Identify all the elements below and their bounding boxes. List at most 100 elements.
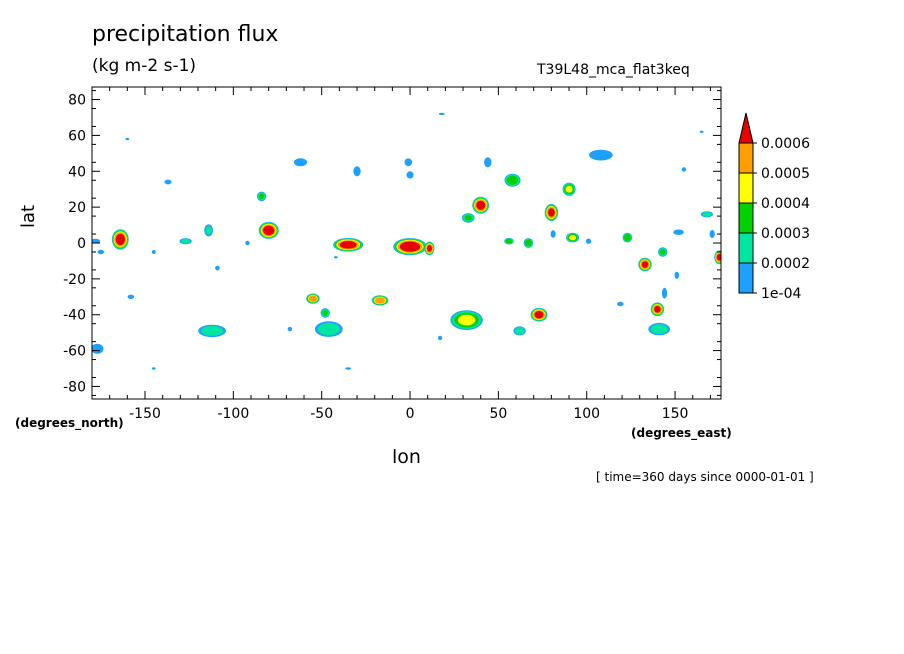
precip-cell-50: [287, 326, 293, 332]
colorbar-swatch-4: [738, 142, 754, 174]
x-tick-label: 100: [573, 406, 600, 422]
precip-cell-17: [353, 166, 361, 177]
x-tick-label: 50: [489, 406, 507, 422]
precip-cell-15: [314, 321, 343, 337]
contour-level-5: [339, 241, 357, 249]
precip-cell-51: [437, 335, 443, 341]
precip-cell-22: [406, 171, 414, 179]
contour-level-0: [437, 335, 443, 341]
precip-cell-46: [681, 167, 687, 172]
contour-level-3: [565, 185, 573, 193]
colorbar-label: 0.0002: [761, 256, 810, 272]
contour-level-2: [525, 239, 532, 247]
y-axis-label: lat: [18, 204, 39, 228]
contour-level-0: [661, 287, 668, 299]
precip-cell-35: [589, 149, 613, 161]
time-note: [ time=360 days since 0000-01-01 ]: [596, 470, 814, 484]
precip-cell-7: [179, 238, 192, 245]
x-tick-label: 150: [662, 406, 689, 422]
precip-cell-30: [530, 307, 548, 322]
colorbar-label: 0.0006: [761, 136, 810, 152]
contour-level-0: [550, 230, 556, 238]
contour-level-0: [438, 112, 445, 116]
precip-cell-8: [204, 224, 214, 237]
precip-cell-45: [674, 271, 680, 279]
colorbar-label: 0.0004: [761, 196, 810, 212]
precip-cell-32: [544, 204, 559, 221]
y-tick-label: 40: [68, 164, 86, 180]
precip-cell-41: [673, 229, 684, 235]
contour-level-0: [674, 271, 680, 279]
precip-cell-14: [320, 308, 330, 318]
precip-cell-47: [585, 238, 592, 244]
precip-cell-3: [97, 249, 105, 255]
precip-cell-2: [92, 343, 104, 354]
contour-level-0: [293, 158, 308, 167]
precip-cell-57: [699, 130, 704, 133]
contour-level-1: [201, 325, 224, 336]
contour-level-4: [374, 297, 386, 304]
contour-level-0: [406, 171, 414, 179]
y-tick-label: -20: [63, 272, 86, 288]
contour-level-2: [660, 249, 666, 255]
contour-level-0: [151, 367, 156, 370]
precip-cell-4: [127, 294, 135, 299]
contour-level-5: [115, 233, 126, 246]
contour-level-1: [702, 211, 712, 217]
precip-cell-28: [504, 237, 514, 245]
y-tick-label: -80: [63, 379, 86, 395]
contour-level-0: [404, 158, 413, 167]
precip-cell-48: [245, 240, 250, 246]
precip-cell-12: [293, 158, 308, 167]
contour-level-0: [97, 249, 105, 255]
contour-level-0: [345, 367, 352, 370]
colorbar-extend-arrow: [738, 112, 754, 144]
contour-level-0: [681, 167, 687, 172]
precip-cell-42: [700, 211, 714, 218]
colorbar-swatch-0: [738, 262, 754, 294]
precip-cell-31: [513, 326, 526, 336]
precip-cell-43: [709, 230, 715, 238]
precip-cell-29: [523, 238, 534, 248]
contour-level-1: [514, 327, 525, 335]
precip-cell-25: [450, 310, 483, 330]
contour-level-5: [534, 311, 544, 319]
contour-level-0: [151, 250, 156, 254]
precip-cell-20: [424, 241, 435, 256]
contour-level-0: [127, 294, 135, 299]
precip-cell-33: [562, 182, 576, 196]
contour-level-5: [641, 261, 649, 268]
colorbar: 1e-04 0.0002 0.0003 0.0004 0.0005 0.0006: [738, 112, 810, 302]
contour-level-0: [589, 149, 613, 161]
contour-level-0: [484, 157, 492, 168]
contour-level-2: [505, 238, 513, 244]
precip-cell-34: [566, 232, 580, 243]
precip-cell-19: [393, 238, 427, 256]
precip-cell-58: [550, 230, 556, 238]
contour-level-0: [617, 301, 624, 307]
precip-cell-11: [256, 191, 267, 202]
precip-cell-6: [164, 179, 172, 185]
contour-fill-layer: [92, 112, 721, 370]
precip-cell-27: [504, 173, 521, 187]
x-tick-label: -100: [217, 406, 249, 422]
contour-level-5: [399, 241, 421, 252]
precip-cell-10: [258, 221, 279, 239]
colorbar-label: 0.0003: [761, 226, 810, 242]
contour-level-0: [245, 240, 250, 246]
x-tick-label: -50: [310, 406, 333, 422]
precip-cell-40: [658, 247, 668, 257]
y-tick-label: 80: [68, 93, 86, 109]
y-tick-label: 0: [77, 236, 86, 252]
contour-level-1: [180, 238, 191, 244]
contour-level-0: [353, 166, 361, 177]
colorbar-label: 1e-04: [761, 286, 801, 302]
precip-cell-56: [617, 301, 624, 307]
precip-cell-0: [111, 229, 129, 250]
contour-level-0: [585, 238, 592, 244]
contour-level-2: [322, 310, 328, 316]
run-label: T39L48_mca_flat3keq: [537, 62, 690, 78]
precip-cell-23: [472, 196, 490, 214]
contour-level-0: [333, 256, 338, 259]
